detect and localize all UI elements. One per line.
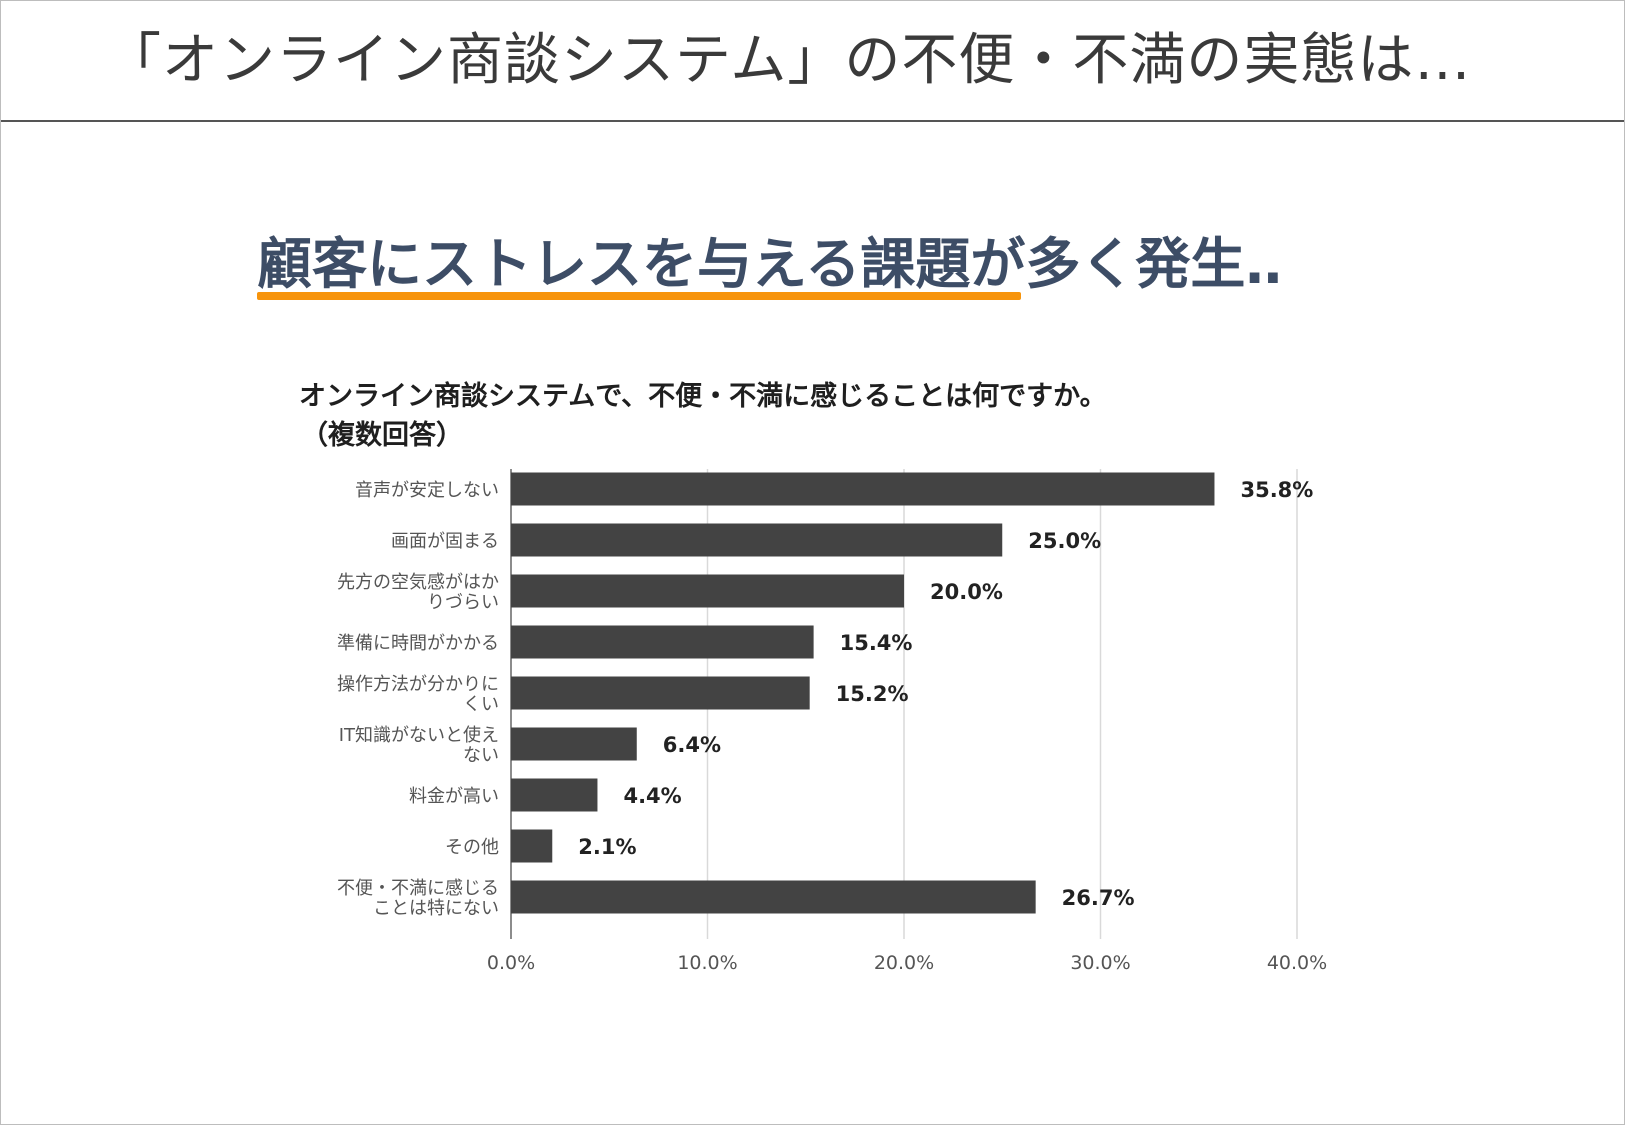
category-label-line: 画面が固まる bbox=[391, 531, 499, 552]
bar-value-label: 20.0% bbox=[930, 580, 1003, 604]
x-tick-label: 0.0% bbox=[487, 952, 535, 974]
category-label-line: 料金が高い bbox=[409, 786, 499, 807]
category-label-line: くい bbox=[463, 694, 499, 715]
category-label-line: 不便・不満に感じる bbox=[337, 878, 499, 899]
bar-value-label: 15.4% bbox=[840, 631, 913, 655]
title-divider bbox=[1, 120, 1624, 122]
x-tick-label: 30.0% bbox=[1070, 952, 1130, 974]
category-label-line: りづらい bbox=[427, 592, 499, 613]
bar bbox=[511, 625, 814, 659]
chart-subtitle: （複数回答） bbox=[301, 420, 463, 451]
x-tick-label: 40.0% bbox=[1267, 952, 1327, 974]
x-tick-label: 10.0% bbox=[677, 952, 737, 974]
x-tick-label: 20.0% bbox=[874, 952, 934, 974]
bar bbox=[511, 727, 637, 761]
category-label-line: 先方の空気感がはか bbox=[337, 572, 499, 593]
category-label: 料金が高い bbox=[409, 786, 499, 807]
category-label: 画面が固まる bbox=[391, 531, 499, 552]
bar bbox=[511, 676, 810, 710]
bar-layer bbox=[511, 472, 1215, 914]
bar bbox=[511, 880, 1036, 914]
bar-value-label: 2.1% bbox=[578, 835, 636, 859]
category-label-line: その他 bbox=[445, 837, 499, 858]
bar bbox=[511, 778, 598, 812]
category-label: 音声が安定しない bbox=[355, 480, 499, 501]
category-label-line: 操作方法が分かりに bbox=[337, 674, 499, 695]
chart-title: オンライン商談システムで、不便・不満に感じることは何ですか。 bbox=[299, 381, 1107, 412]
bar-value-label: 4.4% bbox=[623, 784, 681, 808]
category-label-line: IT知識がないと使え bbox=[339, 725, 499, 746]
category-label-line: 音声が安定しない bbox=[355, 480, 499, 501]
bar-value-label: 6.4% bbox=[663, 733, 721, 757]
headline: 顧客にストレスを与える課題が多く発生‥ bbox=[257, 232, 1283, 296]
headline-underline bbox=[257, 292, 1021, 300]
bar-value-label: 35.8% bbox=[1240, 478, 1313, 502]
page-title: 「オンライン商談システム」の不便・不満の実態は… bbox=[105, 28, 1472, 93]
category-label: 準備に時間がかかる bbox=[337, 633, 499, 654]
bar bbox=[511, 574, 904, 608]
label-layer: 0.0% 10.0% 20.0% 30.0% 40.0% 35.8% 音声が安定しない 25.… bbox=[337, 478, 1327, 974]
category-label-line: ない bbox=[463, 745, 499, 766]
bar-value-label: 26.7% bbox=[1062, 886, 1135, 910]
category-label-line: ことは特にない bbox=[373, 898, 499, 919]
bar bbox=[511, 472, 1215, 506]
bar bbox=[511, 523, 1003, 557]
bar-value-label: 15.2% bbox=[836, 682, 909, 706]
bar-value-label: 25.0% bbox=[1028, 529, 1101, 553]
category-label-line: 準備に時間がかかる bbox=[337, 633, 499, 654]
bar bbox=[511, 829, 553, 863]
category-label: その他 bbox=[445, 837, 499, 858]
